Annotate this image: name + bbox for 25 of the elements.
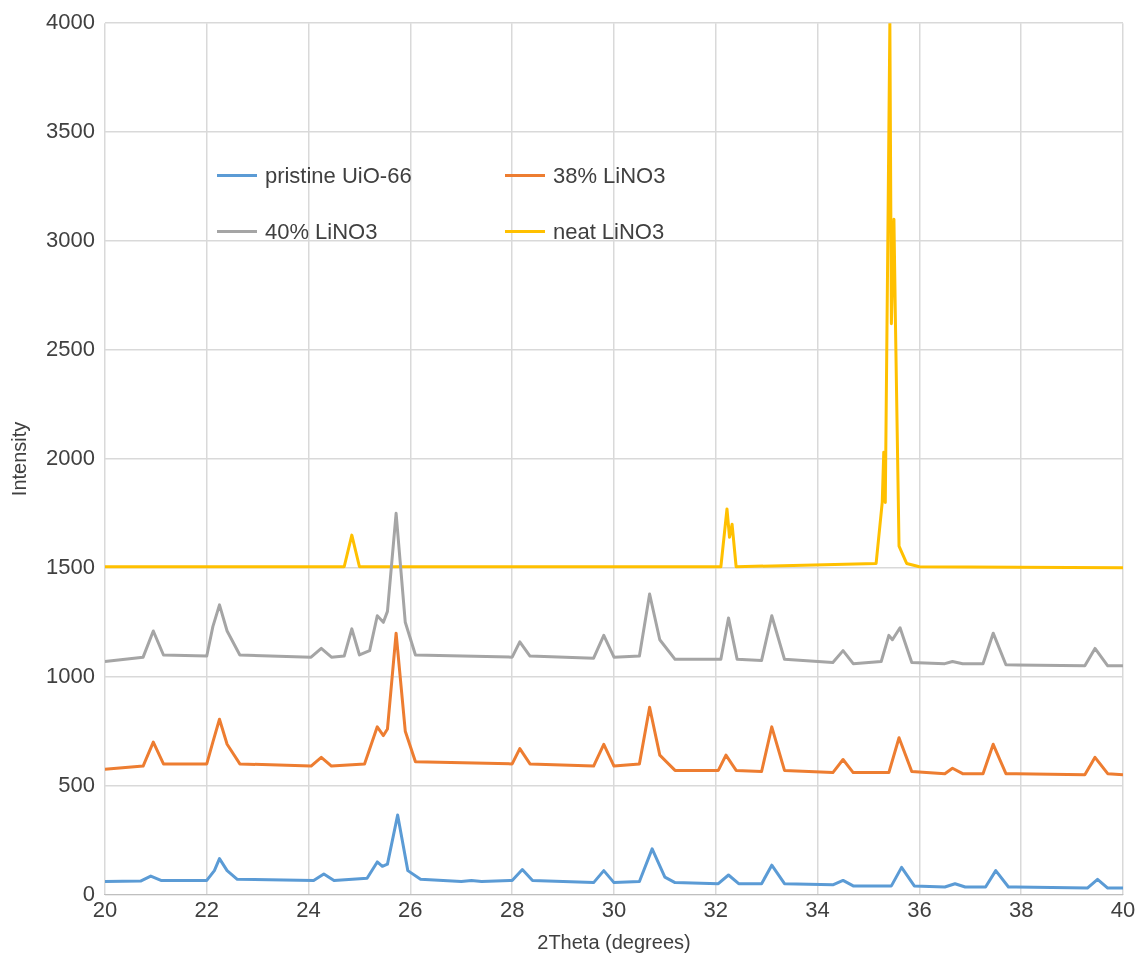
x-tick-label: 26 bbox=[398, 896, 423, 922]
x-tick-label: 24 bbox=[296, 896, 321, 922]
y-tick-label: 2500 bbox=[45, 336, 95, 362]
legend-label: 40% LiNO3 bbox=[264, 218, 378, 245]
x-tick-label: 32 bbox=[703, 896, 729, 922]
x-tick-label: 36 bbox=[907, 896, 932, 922]
legend-label: 38% LiNO3 bbox=[552, 162, 666, 189]
x-tick-label: 28 bbox=[499, 896, 525, 922]
legend-label: neat LiNO3 bbox=[552, 218, 665, 245]
y-tick-label: 2000 bbox=[45, 444, 95, 470]
y-tick-label: 3500 bbox=[45, 118, 95, 144]
x-tick-label: 38 bbox=[1008, 896, 1034, 922]
y-axis-title: Intensity bbox=[7, 421, 30, 497]
x-tick-label: 34 bbox=[805, 896, 830, 922]
y-tick-label: 0 bbox=[82, 880, 95, 906]
y-tick-label: 3000 bbox=[45, 227, 95, 253]
y-tick-label: 500 bbox=[58, 771, 95, 797]
y-tick-label: 4000 bbox=[45, 9, 95, 35]
legend-label: pristine UiO-66 bbox=[264, 162, 412, 189]
y-tick-label: 1000 bbox=[45, 662, 95, 688]
x-tick-label: 40 bbox=[1110, 896, 1136, 922]
x-tick-label: 30 bbox=[601, 896, 627, 922]
x-axis-title: 2Theta (degrees) bbox=[537, 930, 691, 953]
x-tick-label: 22 bbox=[194, 896, 219, 922]
y-tick-label: 1500 bbox=[45, 553, 95, 579]
